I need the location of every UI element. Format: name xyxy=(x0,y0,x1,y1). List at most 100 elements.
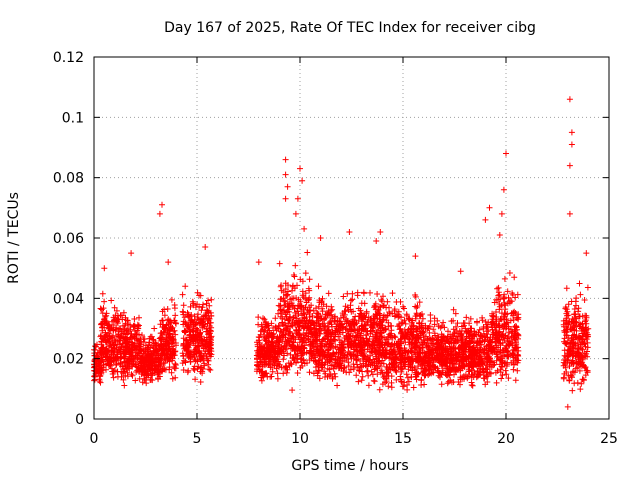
data-point xyxy=(171,302,178,308)
data-point xyxy=(331,370,338,377)
data-point xyxy=(172,360,179,367)
data-point xyxy=(123,351,129,358)
data-point xyxy=(179,291,186,298)
data-point xyxy=(300,356,307,363)
data-point xyxy=(282,365,289,372)
data-point xyxy=(124,325,131,332)
data-point xyxy=(181,314,188,321)
data-point xyxy=(128,330,135,337)
data-point xyxy=(120,376,127,383)
x-tick-label: 10 xyxy=(291,431,309,447)
data-point xyxy=(179,350,186,357)
data-point xyxy=(284,350,291,357)
data-point xyxy=(127,321,133,328)
data-point xyxy=(198,307,205,314)
data-point xyxy=(143,380,150,387)
data-point xyxy=(298,352,304,359)
data-point xyxy=(142,377,149,383)
data-point xyxy=(297,298,304,305)
data-point xyxy=(159,350,166,357)
data-point xyxy=(182,320,189,327)
data-point xyxy=(290,295,297,302)
data-point xyxy=(124,317,130,324)
data-point xyxy=(278,329,285,336)
data-point xyxy=(308,302,315,309)
data-point xyxy=(286,300,292,307)
grid-lines xyxy=(94,57,609,419)
data-point xyxy=(315,283,322,290)
data-point xyxy=(198,354,205,361)
data-point xyxy=(99,349,106,356)
data-point xyxy=(277,328,284,335)
data-point xyxy=(160,340,167,347)
data-point xyxy=(293,328,300,335)
data-point xyxy=(118,354,125,361)
data-point xyxy=(204,325,210,332)
data-point xyxy=(92,343,99,350)
data-point xyxy=(287,296,294,303)
data-point xyxy=(197,368,204,375)
data-point xyxy=(258,368,265,375)
data-point xyxy=(299,363,306,369)
data-point xyxy=(117,326,124,333)
data-point xyxy=(276,260,283,267)
data-point xyxy=(168,369,175,376)
data-point xyxy=(207,367,214,373)
data-point xyxy=(208,296,215,303)
data-point xyxy=(305,296,312,303)
data-point xyxy=(149,360,156,367)
data-point xyxy=(289,342,295,349)
data-point xyxy=(120,309,127,316)
data-point xyxy=(265,339,272,346)
data-point xyxy=(187,339,194,346)
data-point xyxy=(192,304,199,311)
data-point xyxy=(110,368,117,375)
data-point xyxy=(298,334,305,341)
data-point xyxy=(285,336,292,343)
data-point xyxy=(290,302,297,309)
data-point xyxy=(256,358,263,365)
data-point xyxy=(149,377,156,384)
data-point xyxy=(135,322,142,329)
data-point xyxy=(303,299,310,306)
data-point xyxy=(265,361,272,368)
data-point xyxy=(204,357,211,364)
y-tick-label: 0.08 xyxy=(53,171,84,187)
data-point xyxy=(306,276,313,283)
data-point xyxy=(145,364,151,371)
data-point xyxy=(161,312,168,319)
data-point xyxy=(124,336,130,343)
data-point xyxy=(139,332,145,339)
data-point xyxy=(98,356,105,363)
data-point xyxy=(130,349,136,356)
data-point xyxy=(141,368,148,375)
data-point xyxy=(185,313,192,320)
data-point xyxy=(105,361,112,368)
data-point xyxy=(284,324,291,331)
data-point xyxy=(112,312,119,319)
data-point xyxy=(286,317,293,324)
data-point xyxy=(134,321,141,328)
data-point xyxy=(187,303,194,310)
data-point xyxy=(168,340,175,347)
data-point xyxy=(112,337,119,344)
data-point xyxy=(161,329,168,336)
data-point xyxy=(123,331,129,338)
data-point xyxy=(173,320,179,327)
data-point xyxy=(150,344,157,351)
data-point xyxy=(164,330,171,337)
data-point xyxy=(188,317,195,324)
data-point xyxy=(290,334,297,341)
data-point xyxy=(277,313,284,320)
data-point xyxy=(190,300,197,307)
data-point xyxy=(112,355,119,361)
data-point xyxy=(205,361,212,368)
data-point xyxy=(170,328,177,335)
data-point xyxy=(301,315,308,322)
data-point xyxy=(98,370,105,377)
data-point xyxy=(103,366,109,373)
data-point xyxy=(132,377,139,384)
data-point xyxy=(206,347,213,354)
data-point xyxy=(97,379,104,386)
data-point xyxy=(156,355,163,362)
